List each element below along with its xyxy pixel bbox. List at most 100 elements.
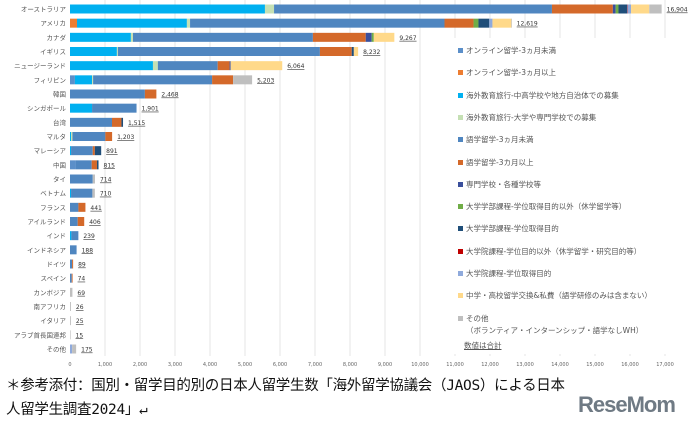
legend-swatch [458,204,463,210]
bar-segment [233,75,253,85]
bar-segment [91,160,97,170]
legend-label: 海外教育旅行-大学や専門学校での募集 [466,112,597,122]
legend-label: 語学留学-3ヵ月未満 [466,135,534,145]
category-label: 南アフリカ [34,302,67,311]
bar-segment [92,75,94,85]
bar-segment [75,160,92,170]
total-label: 12,619 [517,21,538,28]
bar-segment [94,146,102,156]
legend-item: オンライン留学-3ヵ月以上 [458,67,556,79]
x-tick-label: 2,000 [133,362,147,368]
bar-segment [473,18,479,28]
total-label: 26 [76,304,84,311]
category-label: アラブ首長国連邦 [14,330,67,339]
category-label: アイルランド [27,218,66,226]
category-label: フィリピン [34,76,66,84]
bar-segment [72,132,106,141]
bar-segment [70,117,112,127]
legend-swatch [458,48,463,53]
bar-segment [618,4,628,14]
category-label: カンボジア [34,289,67,297]
total-label: 69 [77,290,85,297]
bar-segment [78,202,86,212]
total-label: 8,232 [363,49,380,56]
total-label: 89 [78,262,86,269]
legend-label: 大学院課程-学位目的以外（休学留学・研究目的等） [466,246,642,256]
bar-segment [612,4,616,14]
category-label: インドネシア [27,246,67,254]
caption: ＊参考添付：国別・留学目的別の日本人留学生数「海外留学協議会（JAOS）による日… [6,378,565,418]
bar-segment [70,89,145,99]
bar-segment [492,18,512,28]
legend-label: 大学院課程-学位取得目的 [466,269,552,278]
bar-segment [116,47,118,56]
legend-item: 大学学部課程-学位取得目的 [458,223,559,235]
bar-segment [319,47,352,56]
total-label: 891 [106,148,118,155]
bar-segment [105,132,113,141]
bar-segment [615,4,619,14]
x-tick-label: 16,000 [621,362,639,368]
bar-segment [133,32,313,42]
bar-segment [70,316,71,326]
legend-swatch [458,293,463,299]
total-label: 710 [100,191,112,198]
bar-segment [112,117,122,127]
x-tick-label: 12,000 [481,362,499,368]
bar-segment [117,47,320,56]
category-label: カナダ [47,33,67,42]
bar-segment [70,174,93,184]
x-tick-label: 10,000 [411,362,429,368]
bar-segment [70,132,72,141]
bar-segment [444,18,474,28]
bar-segment [627,4,628,14]
stacked-bar-chart: 0 1,000 2,000 3,000 4,000 5,000 6,000 7,000 8,00… [14,0,688,368]
bar-segment [152,61,158,71]
category-label: スペイン [40,275,66,283]
x-tick-label: 11,000 [446,362,464,368]
bar-segment [70,61,153,71]
legend-item: 大学院課程-学位取得目的 [458,268,551,280]
category-label: フランス [40,204,66,212]
bar-segment [121,117,124,127]
total-label: 188 [82,247,94,254]
legend-label: その他 （ボランティア・インターンシップ・語学なしWH） [466,313,644,335]
bar-segment [71,231,79,241]
total-label: 815 [104,162,116,169]
bar-segment [274,4,552,14]
total-label: 239 [83,233,95,240]
legend-label: オンライン留学-3ヵ月以上 [466,68,556,78]
legend-item: 専門学校・各種学校等 [458,179,541,191]
bar-segment [130,32,133,42]
bar-segment [71,146,93,156]
bar-segment [551,4,613,14]
bar-segment [70,273,72,283]
total-label: 16,904 [667,7,688,14]
x-tick-label: 5,000 [238,362,252,368]
x-tick-label: 7,000 [308,362,322,368]
category-label: マルタ [47,132,67,141]
legend-label: 海外教育旅行-中高学校や地方自治体での募集 [466,90,619,100]
bar-segment [77,18,187,28]
bar-segment [649,4,662,14]
bar-segment [70,146,72,156]
total-label: 6,064 [287,63,304,70]
total-label: 441 [90,205,102,212]
bar-segment [70,330,71,340]
bar-segment [70,18,77,28]
category-label: マレーシア [34,147,67,155]
x-tick-label: 0 [68,362,71,368]
bar-segment [93,75,213,85]
bar-segment [70,344,73,354]
legend-swatch [458,92,463,98]
bar-segment [144,89,157,99]
legend-label: 中学・高校留学交換&私費（語学研修のみは含まない） [466,291,652,301]
legend-label: 語学留学-3カ月以上 [466,157,534,167]
bar-segment [631,4,650,14]
category-label: アメリカ [40,20,66,28]
legend-label: オンライン留学-3ヵ月未満 [466,46,556,55]
bar-segment [70,160,76,170]
bar-segment [230,61,283,71]
bar-segment [70,47,117,56]
bar-segment [264,4,275,14]
